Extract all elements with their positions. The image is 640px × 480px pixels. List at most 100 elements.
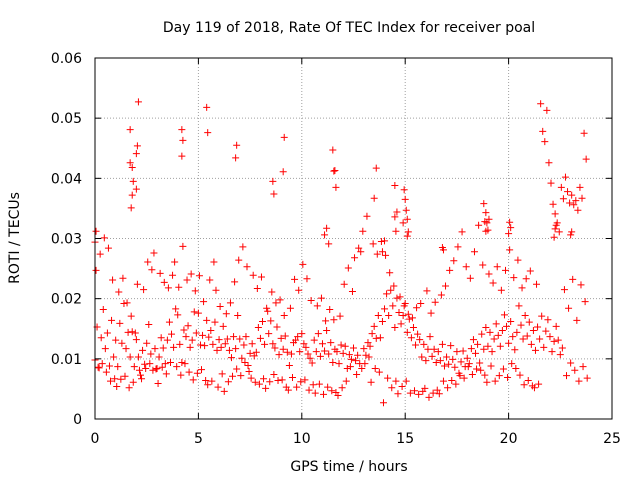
data-point xyxy=(129,177,137,185)
data-point xyxy=(313,302,321,310)
data-point xyxy=(233,141,241,149)
data-point xyxy=(582,155,590,163)
data-point xyxy=(180,326,188,334)
data-point xyxy=(362,351,370,359)
data-point xyxy=(439,377,447,385)
data-point xyxy=(187,270,195,278)
data-point xyxy=(399,312,407,320)
data-point xyxy=(309,381,317,389)
data-point xyxy=(550,337,558,345)
data-point xyxy=(559,195,567,203)
data-point xyxy=(112,336,120,344)
data-point xyxy=(476,359,484,367)
data-point xyxy=(366,342,374,350)
data-point xyxy=(443,353,451,361)
data-point xyxy=(516,371,524,379)
data-point xyxy=(398,383,406,391)
data-point xyxy=(244,361,252,369)
data-point xyxy=(500,311,508,319)
y-tick-label: 0.02 xyxy=(51,292,82,308)
data-point xyxy=(296,348,304,356)
data-point xyxy=(460,374,468,382)
data-point xyxy=(242,333,250,341)
data-point xyxy=(378,248,386,256)
data-point xyxy=(537,100,545,108)
data-point xyxy=(136,371,144,379)
data-point xyxy=(494,331,502,339)
data-point xyxy=(485,270,493,278)
data-point xyxy=(210,258,218,266)
data-point xyxy=(318,340,326,348)
data-point xyxy=(424,345,432,353)
data-point xyxy=(344,264,352,272)
data-point xyxy=(168,330,176,338)
data-point xyxy=(372,334,380,342)
data-point xyxy=(373,250,381,258)
data-point xyxy=(147,350,155,358)
data-point xyxy=(491,377,499,385)
data-point xyxy=(475,221,483,229)
data-point xyxy=(533,280,541,288)
data-point xyxy=(456,372,464,380)
data-point xyxy=(217,343,225,351)
data-point xyxy=(113,383,121,391)
data-point xyxy=(522,275,530,283)
data-point xyxy=(333,348,341,356)
data-point xyxy=(321,231,329,239)
data-point xyxy=(261,340,269,348)
data-point xyxy=(487,362,495,370)
data-point xyxy=(510,274,518,282)
data-point xyxy=(178,358,186,366)
data-point xyxy=(505,230,513,238)
data-point xyxy=(202,376,210,384)
data-point xyxy=(177,371,185,379)
data-point xyxy=(439,246,447,254)
data-points xyxy=(91,98,591,407)
data-point xyxy=(481,371,489,379)
data-point xyxy=(430,345,438,353)
data-point xyxy=(540,343,548,351)
data-point xyxy=(354,351,362,359)
data-point xyxy=(148,266,156,274)
data-point xyxy=(92,227,100,235)
data-point xyxy=(269,177,277,185)
data-point xyxy=(216,302,224,310)
data-point xyxy=(404,228,412,236)
data-point xyxy=(488,348,496,356)
data-point xyxy=(560,286,568,294)
data-point xyxy=(142,364,150,372)
data-point xyxy=(117,375,125,383)
data-point xyxy=(403,215,411,223)
data-point xyxy=(284,386,292,394)
data-point xyxy=(209,340,217,348)
data-point xyxy=(109,276,117,284)
data-point xyxy=(433,386,441,394)
data-point xyxy=(392,227,400,235)
data-point xyxy=(331,167,339,175)
data-point xyxy=(253,284,261,292)
data-point xyxy=(233,365,241,373)
y-axis-ticks: 0 0.01 0.02 0.03 0.04 0.05 0.06 xyxy=(51,51,612,428)
data-point xyxy=(428,352,436,360)
data-point xyxy=(223,335,231,343)
data-point xyxy=(474,340,482,348)
data-point xyxy=(329,358,337,366)
data-point xyxy=(376,334,384,342)
data-point xyxy=(320,390,328,398)
data-point xyxy=(245,367,253,375)
data-point xyxy=(235,256,243,264)
data-point xyxy=(359,227,367,235)
data-point xyxy=(548,348,556,356)
data-point xyxy=(330,316,338,324)
data-point xyxy=(406,389,414,397)
data-point xyxy=(365,353,373,361)
data-point xyxy=(325,350,333,358)
data-point xyxy=(208,377,216,385)
data-point xyxy=(299,260,307,268)
data-point xyxy=(396,293,404,301)
data-point xyxy=(108,316,116,324)
data-point xyxy=(518,284,526,292)
data-point xyxy=(484,226,492,234)
data-point xyxy=(345,351,353,359)
data-point xyxy=(377,238,385,246)
